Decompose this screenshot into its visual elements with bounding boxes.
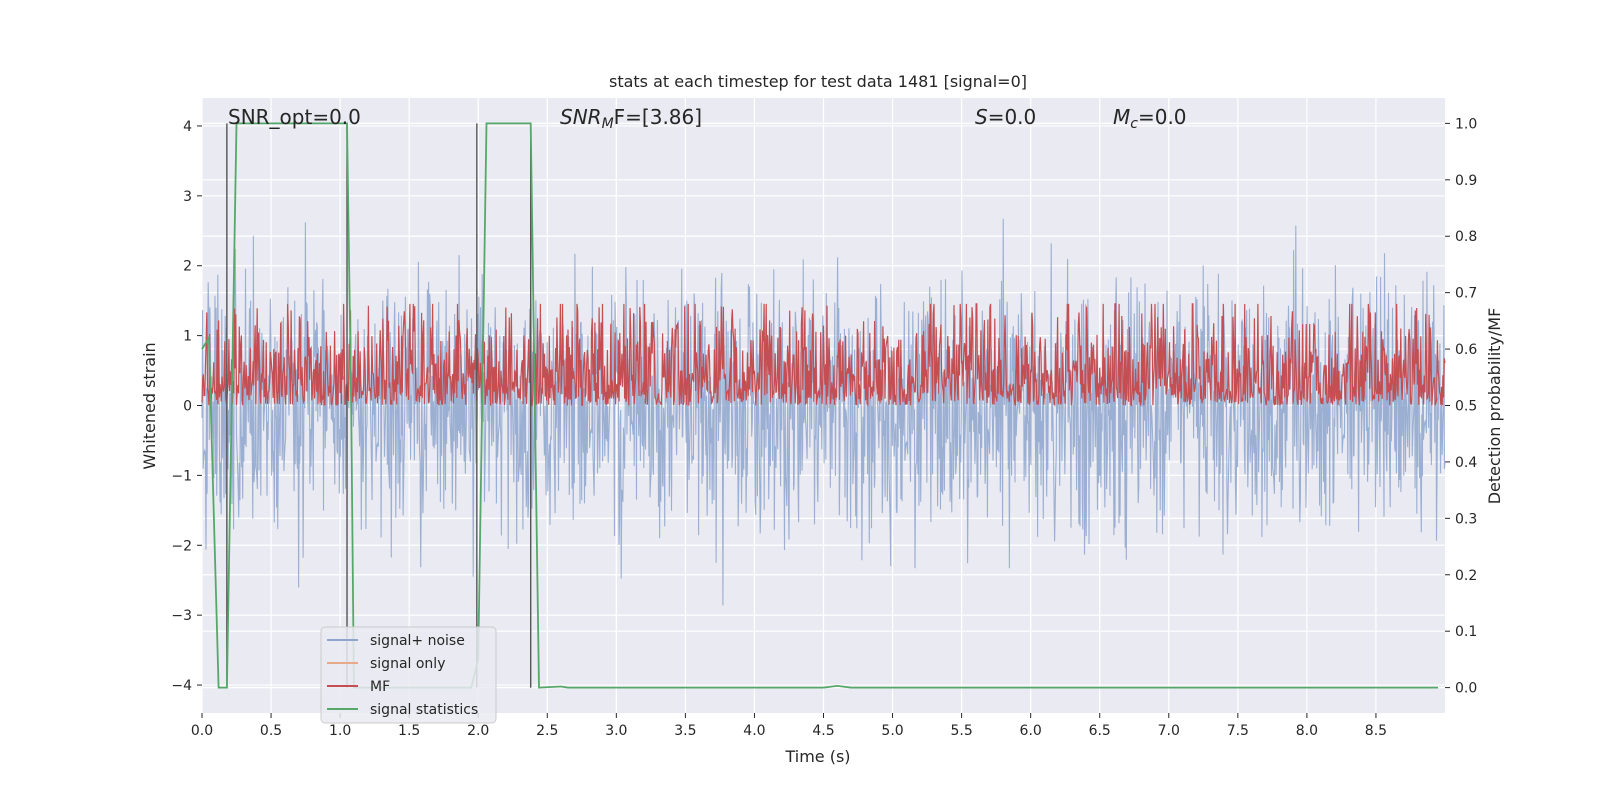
legend-box — [320, 626, 497, 724]
x-axis-ticks: 0.0 0.5 1.0 1.5 2.0 2.5 3.0 3.5 4.0 4.5 5.0 5.5 6.0 6… — [191, 713, 1387, 739]
y-left-tick-label: −4 — [171, 678, 192, 694]
y-axis-right-ticks: 1.0 0.9 0.8 0.7 0.6 0.5 0.4 0.3 0.2 0.1 0.0 — [1445, 116, 1477, 697]
y-axis-right-label: Detection probability/MF — [1485, 308, 1504, 505]
x-tick-label: 4.5 — [812, 723, 834, 739]
annotation-mc-base: M — [1113, 105, 1130, 129]
x-tick-label: 7.5 — [1227, 723, 1249, 739]
x-axis-label: Time (s) — [784, 747, 850, 766]
legend-label-signal-statistics: signal statistics — [370, 702, 478, 718]
x-tick-label: 3.0 — [605, 723, 627, 739]
x-tick-label: 6.5 — [1089, 723, 1111, 739]
annotation-s-rest: =0.0 — [988, 105, 1037, 129]
annotation-snr-mf-rest: F=[3.86] — [614, 105, 702, 129]
x-tick-label: 0.5 — [260, 723, 282, 739]
x-tick-label: 5.0 — [881, 723, 903, 739]
x-tick-label: 3.5 — [674, 723, 696, 739]
annotation-mc-rest: =0.0 — [1138, 105, 1187, 129]
series-mf — [201, 303, 1446, 407]
y-left-tick-label: 4 — [183, 119, 192, 135]
x-tick-label: 1.0 — [329, 723, 351, 739]
x-tick-label: 8.5 — [1365, 723, 1387, 739]
legend: signal+ noise signal only MF signal stat… — [320, 626, 497, 724]
series-signal-noise — [201, 218, 1446, 606]
chart-title: stats at each timestep for test data 148… — [609, 72, 1027, 91]
annotation-snr-mf: SNRMF=[3.86] — [560, 105, 702, 132]
x-tick-label: 2.5 — [536, 723, 558, 739]
annotation-mc: Mc=0.0 — [1113, 105, 1187, 132]
annotation-mc-sub: c — [1130, 116, 1138, 132]
y-right-tick-label: 0.3 — [1455, 511, 1477, 527]
y-right-tick-label: 1.0 — [1455, 116, 1477, 132]
y-left-tick-label: −3 — [171, 608, 192, 624]
y-right-tick-label: 0.1 — [1455, 624, 1477, 640]
x-tick-label: 2.0 — [467, 723, 489, 739]
legend-label-signal-noise: signal+ noise — [370, 633, 465, 649]
y-left-tick-label: −2 — [171, 538, 192, 554]
y-right-tick-label: 0.8 — [1455, 229, 1477, 245]
y-axis-left-ticks: 4 3 2 1 0 −1 −2 −3 −4 — [171, 119, 202, 694]
y-axis-left-label: Whitened strain — [140, 342, 159, 469]
y-left-tick-label: 0 — [183, 399, 192, 415]
y-right-tick-label: 0.5 — [1455, 399, 1477, 415]
x-tick-label: 0.0 — [191, 723, 213, 739]
x-tick-label: 8.0 — [1296, 723, 1318, 739]
y-right-tick-label: 0.6 — [1455, 342, 1477, 358]
x-tick-label: 5.5 — [950, 723, 972, 739]
y-right-tick-label: 0.0 — [1455, 681, 1477, 697]
x-tick-label: 4.0 — [743, 723, 765, 739]
vertical-markers — [226, 123, 532, 688]
y-right-tick-label: 0.4 — [1455, 455, 1477, 471]
annotation-snr-opt: SNR_opt=0.0 — [228, 105, 361, 129]
x-tick-label: 6.0 — [1020, 723, 1042, 739]
annotation-snr-mf-sub: M — [602, 116, 614, 132]
annotation-s: S=0.0 — [975, 105, 1036, 129]
y-left-tick-label: −1 — [171, 468, 192, 484]
y-right-tick-label: 0.2 — [1455, 568, 1477, 584]
y-right-tick-label: 0.7 — [1455, 286, 1477, 302]
y-left-tick-label: 1 — [183, 329, 192, 345]
legend-label-mf: MF — [370, 679, 390, 695]
y-left-tick-label: 2 — [183, 259, 192, 275]
x-tick-label: 7.0 — [1158, 723, 1180, 739]
signal-noise-line — [201, 218, 1446, 606]
mf-line — [201, 303, 1446, 407]
y-right-tick-label: 0.9 — [1455, 173, 1477, 189]
legend-label-signal-only: signal only — [370, 656, 445, 672]
annotation-snr-mf-base: SNR — [560, 105, 602, 129]
annotation-s-base: S — [975, 105, 988, 129]
y-left-tick-label: 3 — [183, 189, 192, 205]
x-tick-label: 1.5 — [398, 723, 420, 739]
